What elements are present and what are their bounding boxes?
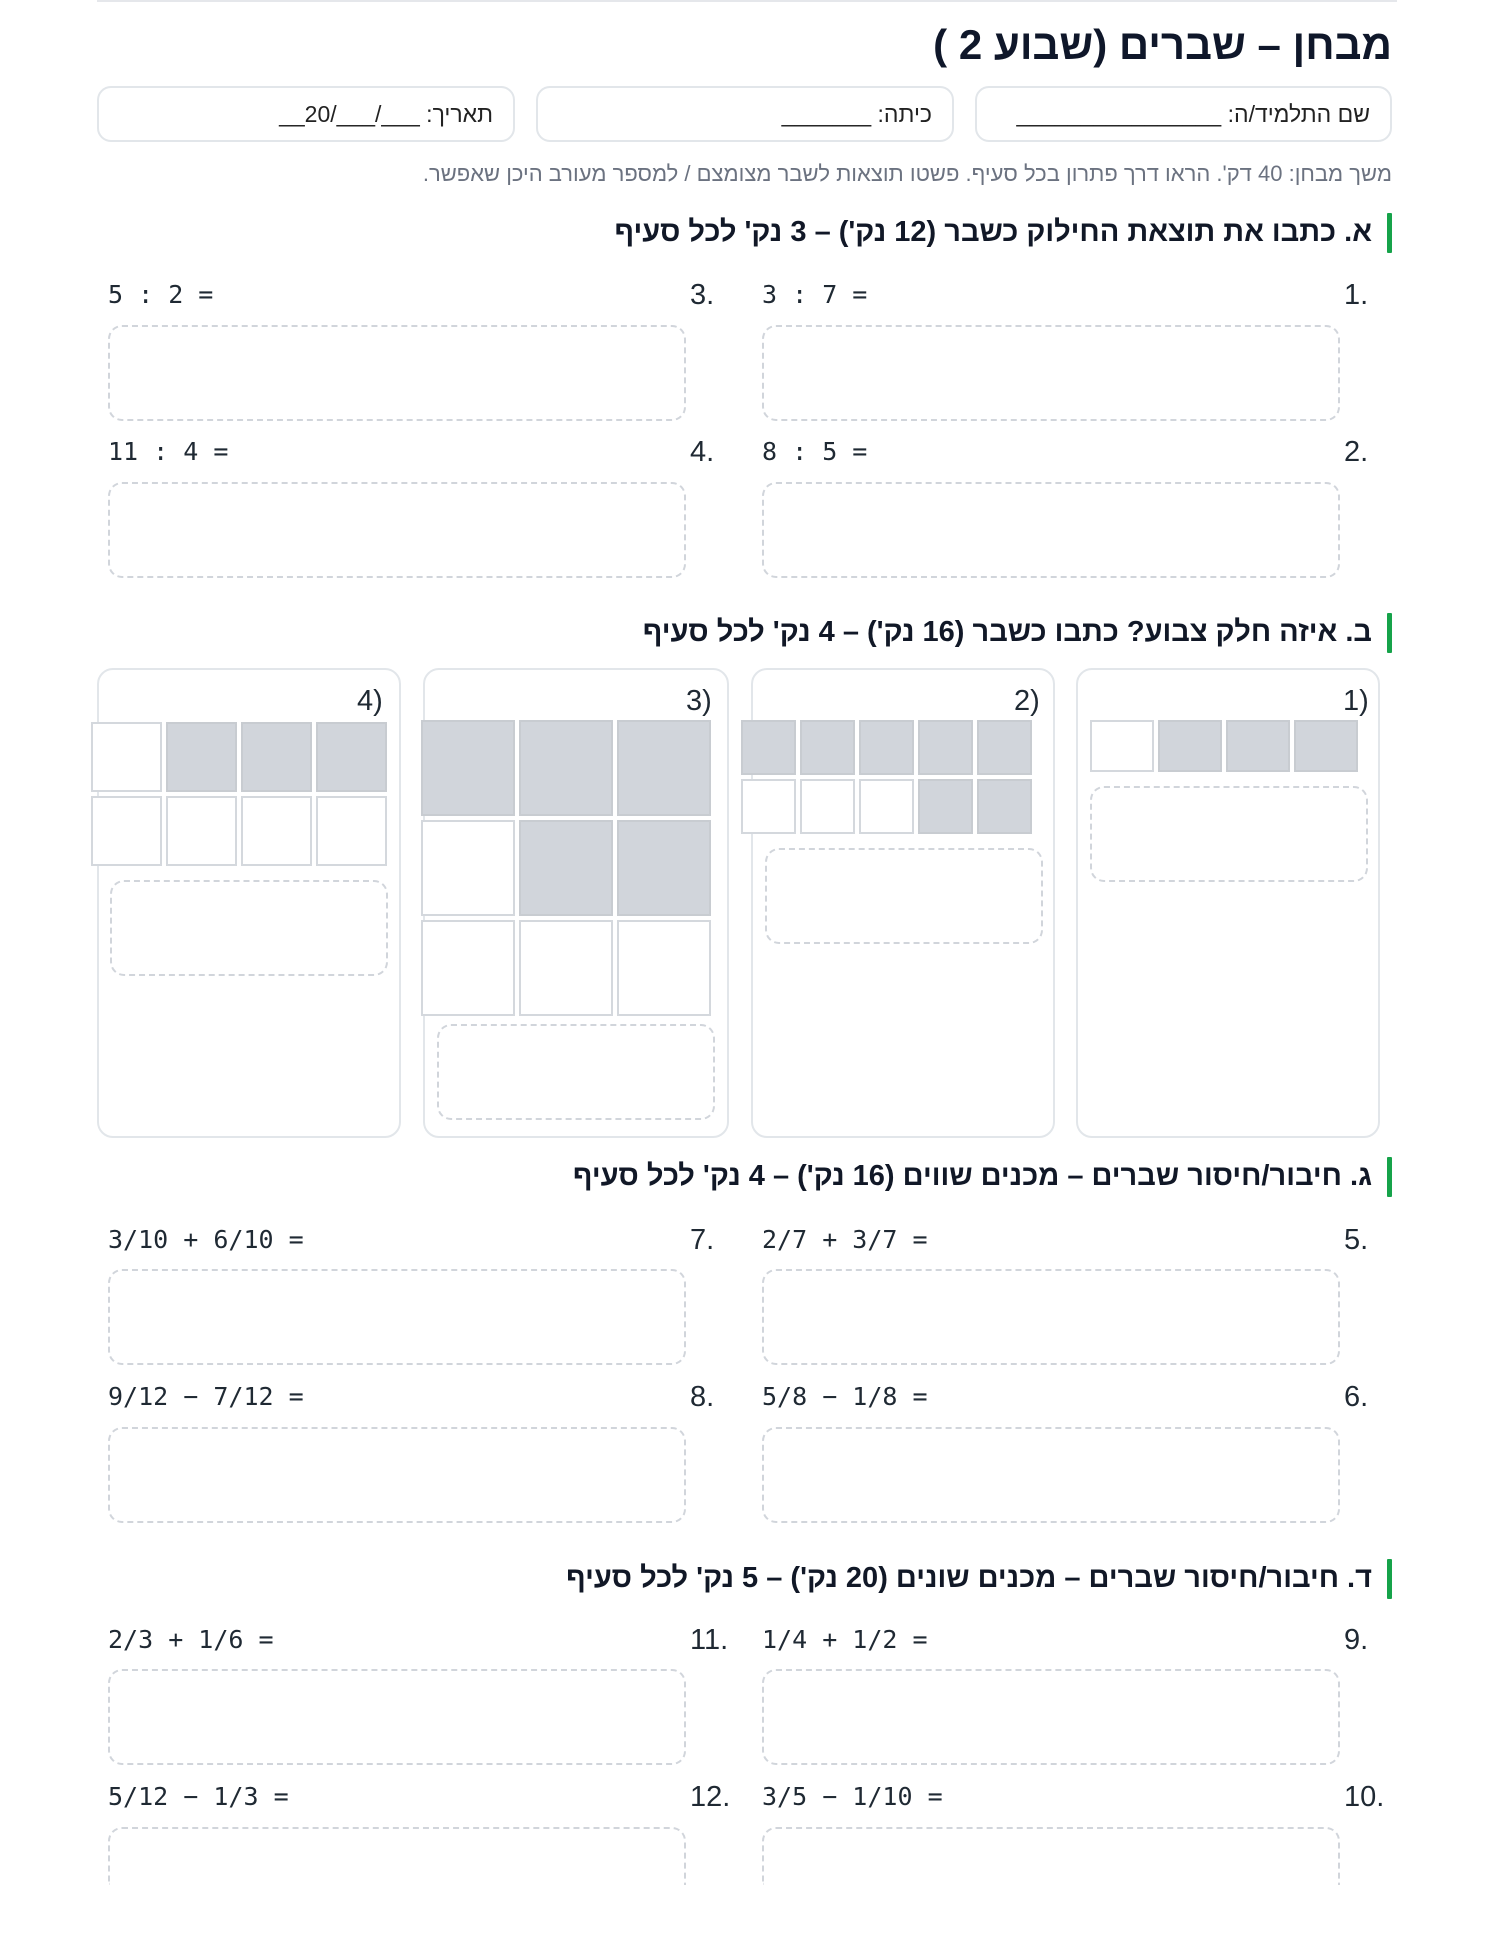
question-9-number: 9. [1344, 1624, 1369, 1656]
card-2-answer-box[interactable] [765, 848, 1043, 944]
question-6-expression: 5/8 − 1/8 = [762, 1382, 928, 1411]
card-3-answer-box[interactable] [437, 1024, 715, 1120]
card-4-label: 4) [357, 685, 383, 717]
fraction-cell [918, 720, 973, 775]
question-2-number: 2. [1344, 436, 1369, 468]
card-3-fraction-grid [421, 720, 711, 1016]
fraction-cell [617, 720, 711, 816]
card-3-label: 3) [686, 685, 712, 717]
fraction-cell [91, 796, 162, 866]
fraction-cell [316, 796, 387, 866]
question-1-answer-box[interactable] [762, 325, 1340, 421]
card-1-answer-box[interactable] [1090, 786, 1368, 882]
question-10-number: 10. [1344, 1781, 1385, 1813]
fraction-cell [1294, 720, 1358, 772]
card-4-answer-box[interactable] [110, 880, 388, 976]
section-c-title: ג. חיבור/חיסור שברים – מכנים שווים (16 נ… [192, 1156, 1392, 1197]
fraction-cell [918, 779, 973, 834]
page-title: מבחן – שברים (שבוע 2 ) [933, 21, 1392, 68]
fraction-cell [617, 920, 711, 1016]
fraction-cell [859, 779, 914, 834]
student-name-field[interactable]: שם התלמיד/ה: ________________ [975, 86, 1392, 142]
question-9-answer-box[interactable] [762, 1669, 1340, 1765]
fraction-cell [519, 720, 613, 816]
section-a-title: א. כתבו את תוצאת החילוק כשבר (12 נק') – … [192, 212, 1392, 253]
question-5-number: 5. [1344, 1224, 1369, 1256]
card-1-fraction-grid [1090, 720, 1358, 772]
question-6-number: 6. [1344, 1381, 1369, 1413]
fraction-cell [859, 720, 914, 775]
fraction-cell [316, 722, 387, 792]
fraction-cell [519, 820, 613, 916]
question-8-answer-box[interactable] [108, 1427, 686, 1523]
question-10-answer-box[interactable] [762, 1827, 1340, 1885]
question-3-number: 3. [690, 279, 715, 311]
question-2-expression: 8 : 5 = [762, 437, 868, 466]
question-11-expression: 2/3 + 1/6 = [108, 1625, 274, 1654]
question-4-number: 4. [690, 436, 715, 468]
top-divider [97, 0, 1397, 2]
fraction-cell [166, 722, 237, 792]
question-2-answer-box[interactable] [762, 482, 1340, 578]
card-2-fraction-grid [741, 720, 1032, 834]
question-8-expression: 9/12 − 7/12 = [108, 1382, 304, 1411]
fraction-cell [1158, 720, 1222, 772]
fraction-cell [1090, 720, 1154, 772]
question-4-expression: 11 : 4 = [108, 437, 229, 466]
card-4-fraction-grid [91, 722, 387, 866]
question-7-expression: 3/10 + 6/10 = [108, 1225, 304, 1254]
fraction-cell [617, 820, 711, 916]
fraction-cell [977, 720, 1032, 775]
date-field[interactable]: תאריך: ___/___/20__ [97, 86, 515, 142]
fraction-cell [421, 720, 515, 816]
fraction-cell [800, 720, 855, 775]
class-field[interactable]: כיתה: _______ [536, 86, 954, 142]
fraction-cell [241, 796, 312, 866]
fraction-cell [421, 920, 515, 1016]
question-12-answer-box[interactable] [108, 1827, 686, 1885]
card-1-label: 1) [1343, 685, 1369, 717]
section-b-title: ב. איזה חלק צבוע? כתבו כשבר (16 נק') – 4… [192, 612, 1392, 653]
question-9-expression: 1/4 + 1/2 = [762, 1625, 928, 1654]
question-3-expression: 5 : 2 = [108, 280, 214, 309]
fraction-cell [800, 779, 855, 834]
fraction-cell [241, 722, 312, 792]
fraction-cell [741, 779, 796, 834]
question-7-number: 7. [690, 1224, 715, 1256]
question-4-answer-box[interactable] [108, 482, 686, 578]
fraction-cell [741, 720, 796, 775]
instructions-note: משך מבחן: 40 דק'. הראו דרך פתרון בכל סעי… [422, 161, 1392, 186]
question-12-number: 12. [690, 1781, 731, 1813]
question-5-expression: 2/7 + 3/7 = [762, 1225, 928, 1254]
question-6-answer-box[interactable] [762, 1427, 1340, 1523]
question-12-expression: 5/12 − 1/3 = [108, 1782, 289, 1811]
section-d-title: ד. חיבור/חיסור שברים – מכנים שונים (20 נ… [192, 1558, 1392, 1599]
question-11-number: 11. [690, 1624, 729, 1656]
question-8-number: 8. [690, 1381, 715, 1413]
fraction-cell [91, 722, 162, 792]
fraction-cell [166, 796, 237, 866]
question-10-expression: 3/5 − 1/10 = [762, 1782, 943, 1811]
fraction-cell [1226, 720, 1290, 772]
question-1-number: 1. [1344, 279, 1369, 311]
card-2-label: 2) [1014, 685, 1040, 717]
fraction-cell [421, 820, 515, 916]
question-5-answer-box[interactable] [762, 1269, 1340, 1365]
fraction-cell [977, 779, 1032, 834]
question-11-answer-box[interactable] [108, 1669, 686, 1765]
question-7-answer-box[interactable] [108, 1269, 686, 1365]
question-3-answer-box[interactable] [108, 325, 686, 421]
question-1-expression: 3 : 7 = [762, 280, 868, 309]
fraction-cell [519, 920, 613, 1016]
